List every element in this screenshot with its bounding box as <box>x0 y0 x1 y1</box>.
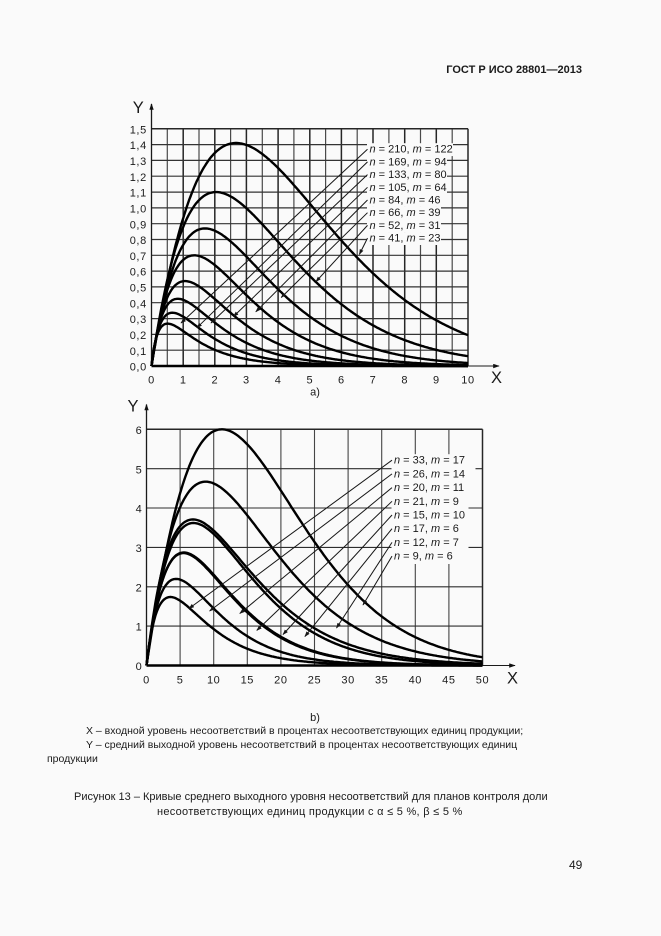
svg-text:5: 5 <box>306 374 313 386</box>
svg-text:0,7: 0,7 <box>130 251 147 263</box>
svg-text:n = 20, m = 11: n = 20, m = 11 <box>394 482 464 494</box>
svg-text:b): b) <box>310 712 320 724</box>
svg-text:25: 25 <box>308 675 321 687</box>
svg-text:20: 20 <box>274 675 287 687</box>
svg-text:Y: Y <box>133 99 144 117</box>
svg-text:10: 10 <box>207 675 220 687</box>
svg-text:1: 1 <box>180 374 187 386</box>
svg-text:0,8: 0,8 <box>130 235 147 247</box>
svg-text:9: 9 <box>433 374 440 386</box>
svg-text:1,3: 1,3 <box>130 156 147 168</box>
svg-text:15: 15 <box>241 675 254 687</box>
svg-text:6: 6 <box>338 374 345 386</box>
svg-text:0: 0 <box>143 675 150 687</box>
svg-text:n = 105, m = 64: n = 105, m = 64 <box>370 182 447 194</box>
svg-text:X: X <box>507 670 518 688</box>
svg-text:n = 52, m = 31: n = 52, m = 31 <box>370 220 441 232</box>
svg-text:1,1: 1,1 <box>130 188 147 200</box>
svg-text:0,2: 0,2 <box>130 330 147 342</box>
svg-text:0,0: 0,0 <box>130 362 147 374</box>
svg-text:2: 2 <box>136 582 143 594</box>
svg-text:1,4: 1,4 <box>130 140 147 152</box>
svg-text:5: 5 <box>136 464 143 476</box>
svg-text:n = 33, m = 17: n = 33, m = 17 <box>394 455 465 467</box>
svg-text:1,5: 1,5 <box>130 124 147 136</box>
svg-text:4: 4 <box>275 374 282 386</box>
svg-text:Y: Y <box>128 398 139 416</box>
svg-text:n = 15, m = 10: n = 15, m = 10 <box>394 510 465 522</box>
svg-text:30: 30 <box>341 675 354 687</box>
svg-text:X: X <box>491 369 502 387</box>
svg-text:50: 50 <box>476 675 489 687</box>
svg-text:45: 45 <box>442 675 455 687</box>
svg-text:n = 41, m = 23: n = 41, m = 23 <box>370 233 441 245</box>
svg-text:n = 66, m = 39: n = 66, m = 39 <box>370 207 441 219</box>
svg-text:1,0: 1,0 <box>130 204 147 216</box>
svg-text:0,1: 0,1 <box>130 346 147 358</box>
svg-text:8: 8 <box>401 374 408 386</box>
svg-text:n = 210, m = 122: n = 210, m = 122 <box>370 144 453 156</box>
svg-text:0,5: 0,5 <box>130 283 147 295</box>
svg-text:6: 6 <box>136 425 143 437</box>
svg-text:5: 5 <box>177 675 184 687</box>
svg-text:35: 35 <box>375 675 388 687</box>
svg-text:10: 10 <box>461 374 474 386</box>
svg-text:4: 4 <box>136 504 143 516</box>
svg-text:0,9: 0,9 <box>130 219 147 231</box>
svg-text:3: 3 <box>136 543 143 555</box>
svg-text:n = 9, m = 6: n = 9, m = 6 <box>394 551 453 563</box>
svg-text:0,4: 0,4 <box>130 298 147 310</box>
svg-text:1: 1 <box>136 622 143 634</box>
svg-text:1,2: 1,2 <box>130 172 147 184</box>
svg-text:n = 169, m = 94: n = 169, m = 94 <box>370 156 447 168</box>
svg-text:a): a) <box>310 387 320 399</box>
svg-text:n = 21, m = 9: n = 21, m = 9 <box>394 496 459 508</box>
svg-text:n = 26, m = 14: n = 26, m = 14 <box>394 468 465 480</box>
svg-text:n = 17, m = 6: n = 17, m = 6 <box>394 523 459 535</box>
svg-text:n = 12, m = 7: n = 12, m = 7 <box>394 537 459 549</box>
svg-text:n = 84, m = 46: n = 84, m = 46 <box>370 195 441 207</box>
svg-text:2: 2 <box>211 374 218 386</box>
svg-text:0,6: 0,6 <box>130 267 147 279</box>
svg-text:3: 3 <box>243 374 250 386</box>
svg-text:7: 7 <box>370 374 377 386</box>
svg-text:0,3: 0,3 <box>130 314 147 326</box>
svg-text:0: 0 <box>136 661 143 673</box>
svg-text:0: 0 <box>148 374 155 386</box>
svg-text:n = 133, m = 80: n = 133, m = 80 <box>370 169 447 181</box>
svg-text:40: 40 <box>409 675 422 687</box>
